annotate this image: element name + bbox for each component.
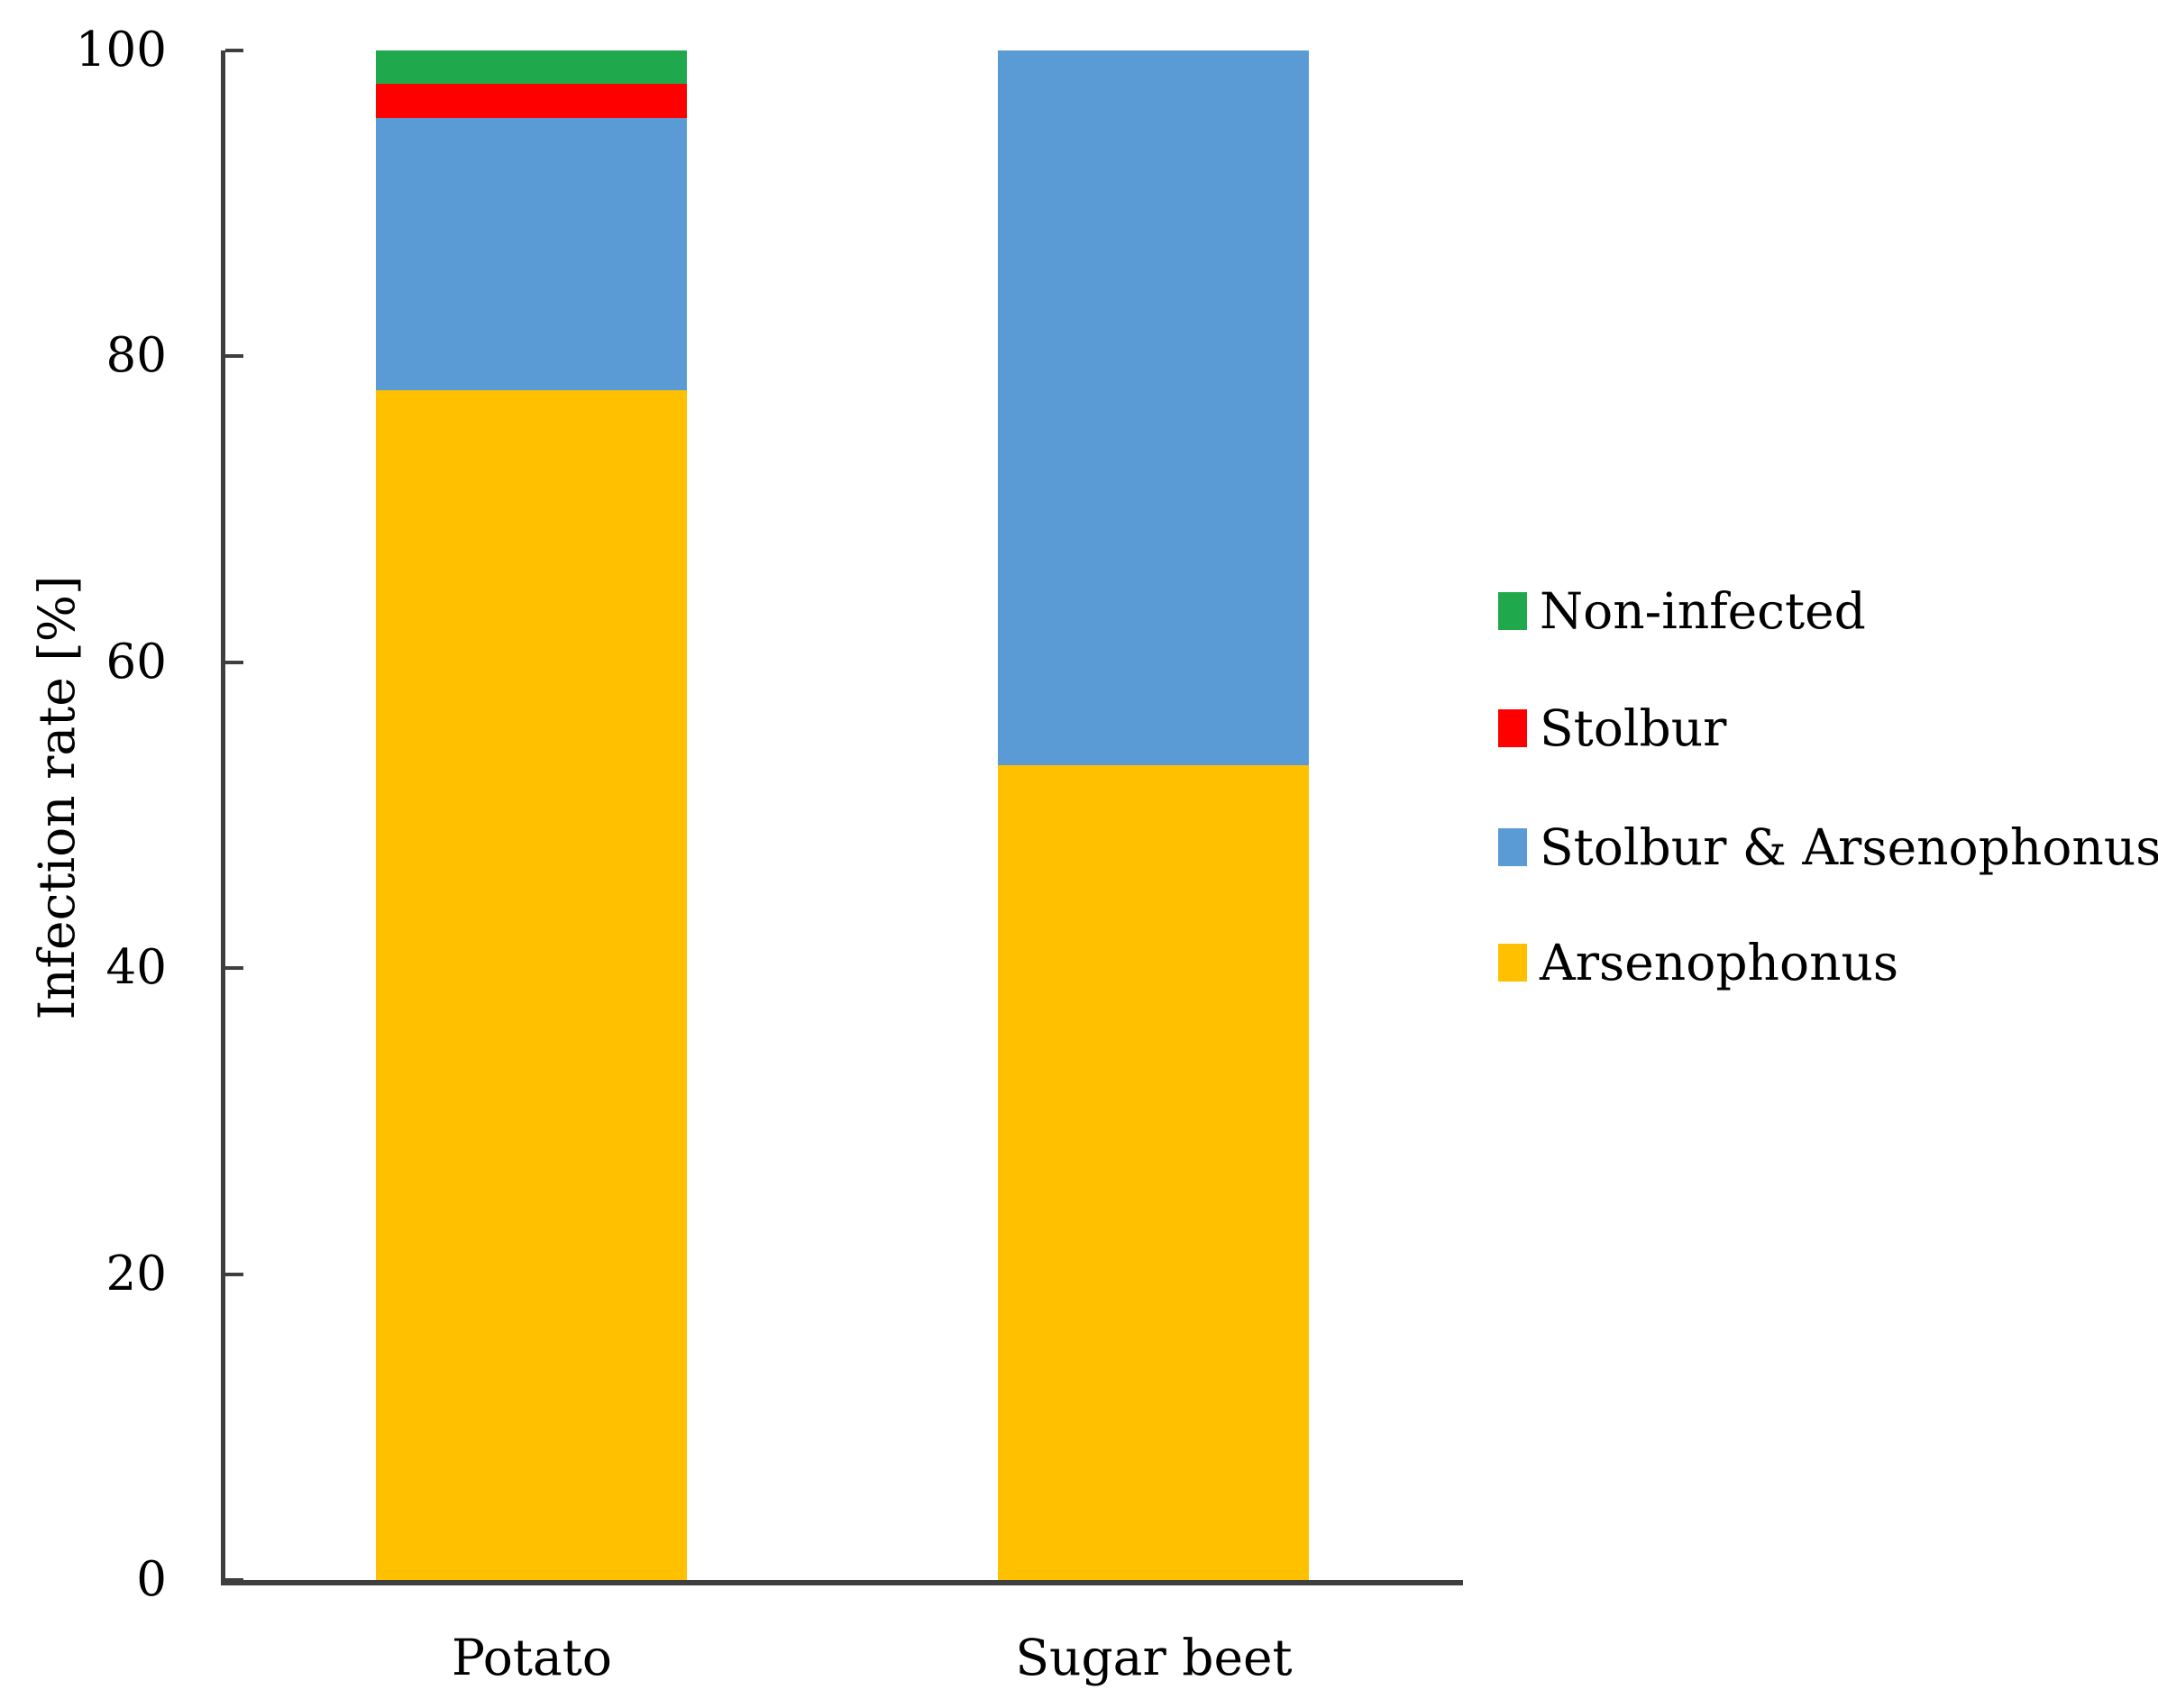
legend-swatch-stolbur-arsenophonus-icon bbox=[1498, 828, 1527, 866]
y-tick-label: 20 bbox=[105, 1247, 167, 1302]
bar-segment-arsenophonus bbox=[376, 389, 687, 1580]
legend-swatch-non-infected-icon bbox=[1498, 592, 1527, 630]
legend-label: Stolbur & Arsenophonus bbox=[1540, 818, 2158, 876]
y-tick bbox=[225, 1273, 243, 1276]
y-tick bbox=[225, 49, 243, 52]
y-tick bbox=[225, 354, 243, 358]
bar-segment-stolbur-arsenophonus bbox=[376, 117, 687, 390]
bar-segment-stolbur-arsenophonus bbox=[998, 50, 1309, 765]
y-tick bbox=[225, 966, 243, 970]
legend-item-stolbur-arsenophonus: Stolbur & Arsenophonus bbox=[1498, 817, 2158, 877]
y-tick-label: 40 bbox=[105, 940, 167, 995]
y-axis-line bbox=[221, 50, 225, 1585]
y-tick bbox=[225, 1578, 243, 1582]
legend-swatch-arsenophonus-icon bbox=[1498, 944, 1527, 982]
y-tick-label: 0 bbox=[136, 1552, 167, 1607]
legend-item-stolbur: Stolbur bbox=[1498, 699, 1726, 758]
bar-segment-stolbur bbox=[376, 84, 687, 118]
x-tick-label-sugar-beet: Sugar beet bbox=[1015, 1629, 1293, 1686]
plot-area bbox=[221, 49, 1463, 1585]
y-tick bbox=[225, 661, 243, 664]
bar-segment-arsenophonus bbox=[998, 764, 1309, 1580]
bar-sugar-beet bbox=[998, 50, 1309, 1580]
legend-swatch-stolbur-icon bbox=[1498, 709, 1527, 747]
legend-label: Arsenophonus bbox=[1540, 934, 1899, 991]
legend-label: Non-infected bbox=[1540, 582, 1866, 640]
x-axis-line bbox=[221, 1580, 1463, 1585]
x-tick-label-potato: Potato bbox=[452, 1629, 612, 1686]
y-tick-label: 80 bbox=[105, 328, 167, 383]
y-tick-label: 60 bbox=[105, 635, 167, 690]
bar-segment-non-infected bbox=[376, 50, 687, 85]
y-tick-label: 100 bbox=[75, 23, 167, 78]
legend-item-arsenophonus: Arsenophonus bbox=[1498, 933, 1898, 992]
legend-item-non-infected: Non-infected bbox=[1498, 581, 1866, 641]
legend-label: Stolbur bbox=[1540, 699, 1727, 757]
bar-potato bbox=[376, 50, 687, 1580]
